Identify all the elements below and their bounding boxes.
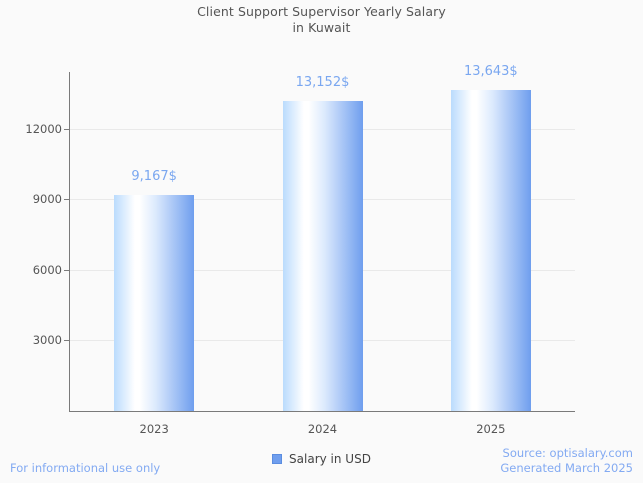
legend-item-salary[interactable]: Salary in USD <box>272 452 371 466</box>
x-axis-tick-label: 2023 <box>139 422 169 436</box>
y-axis-tick-label: 12000 <box>25 121 62 136</box>
chart-title-line-1: Client Support Supervisor Yearly Salary <box>197 4 446 19</box>
y-axis-tick-label: 9000 <box>32 192 62 207</box>
bar-value-label: 9,167$ <box>131 169 177 185</box>
bar-value-label: 13,152$ <box>295 75 350 91</box>
y-tick-mark <box>64 128 69 130</box>
chart-title: Client Support Supervisor Yearly Salary … <box>0 4 643 36</box>
footer-source-block: Source: optisalary.com Generated March 2… <box>500 446 633 476</box>
legend-label: Salary in USD <box>289 452 371 466</box>
legend-swatch-icon <box>272 454 283 464</box>
bar-2023[interactable] <box>114 195 195 411</box>
y-axis-tick-label: 3000 <box>32 333 62 348</box>
footer-disclaimer: For informational use only <box>10 461 161 475</box>
y-tick-mark <box>64 340 69 342</box>
footer-generated: Generated March 2025 <box>500 461 633 475</box>
bar-2025[interactable] <box>450 89 531 411</box>
y-tick-mark <box>64 199 69 201</box>
chart-title-line-2: in Kuwait <box>292 20 351 35</box>
x-axis-tick-label: 2024 <box>307 422 338 436</box>
y-tick-mark <box>64 269 69 271</box>
x-axis-line <box>69 411 575 412</box>
y-axis-line <box>69 72 70 412</box>
bar-2024[interactable] <box>282 101 363 411</box>
x-axis-tick-label: 2025 <box>476 422 506 436</box>
y-axis-tick-label: 6000 <box>32 262 62 277</box>
footer-source: Source: optisalary.com <box>502 446 633 460</box>
chart-legend: Salary in USD <box>0 452 643 466</box>
bar-value-label: 13,643$ <box>463 63 518 79</box>
